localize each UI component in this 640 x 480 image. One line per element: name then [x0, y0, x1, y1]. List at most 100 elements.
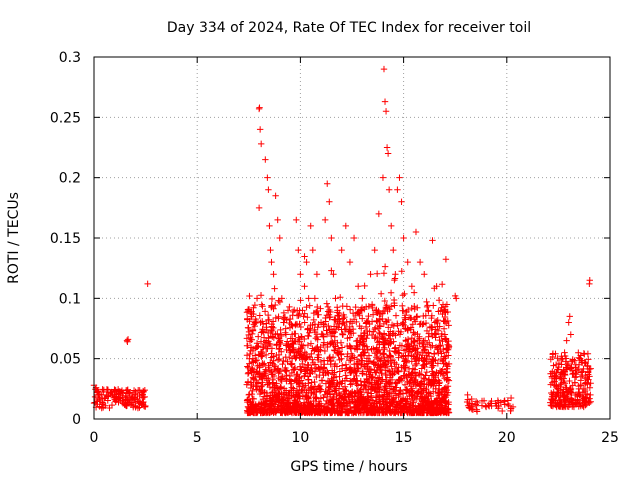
y-tick-label: 0.25: [50, 110, 81, 126]
data-point: [579, 385, 587, 393]
data-point: [305, 295, 312, 302]
data-point: [262, 156, 269, 163]
data-point: [363, 319, 370, 326]
data-point: [563, 337, 570, 344]
data-point: [317, 319, 325, 326]
data-point: [311, 295, 319, 302]
data-point: [482, 403, 490, 411]
data-point: [253, 295, 261, 302]
data-point: [288, 355, 296, 362]
data-point: [313, 271, 321, 278]
axis-ticks: 0 5 10 15 20 25 0 0.05 0.1 0.15 0.2 0.25 0.3: [50, 50, 619, 446]
data-point: [505, 402, 513, 409]
data-point: [255, 204, 263, 212]
x-tick-label: 10: [291, 430, 309, 446]
data-point: [251, 319, 259, 326]
data-point: [582, 394, 589, 401]
data-point: [584, 379, 591, 386]
data-point: [468, 403, 475, 411]
data-point: [472, 401, 480, 408]
x-tick-label: 25: [601, 430, 619, 446]
data-point: [256, 104, 263, 111]
data-point: [412, 228, 420, 236]
data-point: [437, 307, 444, 314]
data-point: [400, 234, 407, 242]
data-point: [394, 186, 401, 193]
data-point: [247, 379, 255, 386]
data-point: [565, 319, 572, 326]
data-point: [354, 283, 362, 290]
data-point: [569, 367, 577, 374]
data-point: [309, 246, 316, 254]
dense-points-layer: [90, 253, 594, 417]
data-point: [324, 180, 331, 187]
data-point: [274, 216, 281, 224]
data-point: [282, 331, 290, 338]
data-point: [573, 391, 581, 399]
data-point: [388, 222, 395, 230]
data-point: [268, 258, 275, 266]
data-point: [429, 237, 436, 244]
data-point: [375, 210, 383, 218]
data-point: [93, 389, 101, 396]
data-point: [102, 402, 109, 409]
data-point: [509, 403, 517, 411]
data-point: [453, 295, 460, 302]
data-point: [140, 394, 147, 401]
data-point: [561, 349, 568, 356]
data-point: [293, 216, 300, 224]
data-point: [383, 144, 391, 151]
data-point: [577, 373, 585, 380]
y-tick-label: 0: [72, 412, 81, 428]
data-point: [379, 174, 387, 181]
y-axis-label: ROTI / TECUs: [6, 192, 22, 284]
chart-title: Day 334 of 2024, Rate Of TEC Index for r…: [167, 20, 531, 36]
data-point: [408, 283, 416, 290]
data-point: [555, 385, 562, 393]
data-point: [384, 150, 392, 157]
data-point: [301, 283, 308, 290]
data-point: [265, 186, 272, 193]
data-point: [134, 396, 141, 403]
data-point: [551, 369, 558, 377]
data-point: [421, 271, 428, 278]
data-point: [123, 396, 131, 403]
data-point: [113, 396, 120, 403]
data-point: [99, 401, 106, 408]
data-point: [381, 98, 389, 105]
data-point: [398, 198, 405, 205]
data-point: [367, 271, 374, 278]
data-point: [575, 361, 583, 368]
data-point: [487, 400, 494, 407]
data-point: [371, 246, 378, 254]
data-point: [116, 395, 123, 402]
x-axis-label: GPS time / hours: [290, 459, 407, 475]
data-point: [359, 295, 366, 302]
data-point: [249, 355, 257, 362]
data-point: [257, 140, 265, 148]
data-point: [124, 338, 131, 345]
data-point: [380, 65, 388, 73]
data-point: [557, 391, 564, 399]
data-point: [272, 192, 279, 199]
data-point: [295, 246, 302, 254]
data-point: [350, 234, 358, 242]
data-point: [267, 246, 274, 254]
x-tick-label: 20: [498, 430, 516, 446]
y-tick-label: 0.3: [59, 50, 81, 66]
data-point: [121, 401, 129, 408]
data-point: [270, 271, 277, 278]
y-tick-label: 0.05: [50, 352, 81, 368]
data-point: [478, 397, 486, 405]
data-point: [105, 392, 112, 400]
data-point: [493, 402, 500, 409]
data-point: [112, 386, 119, 394]
data-point: [464, 391, 471, 399]
y-tick-label: 0.15: [50, 231, 81, 247]
data-point: [445, 343, 453, 350]
data-point: [303, 258, 310, 266]
data-point: [332, 295, 339, 302]
data-points-layer: [90, 65, 594, 411]
data-point: [264, 174, 271, 181]
